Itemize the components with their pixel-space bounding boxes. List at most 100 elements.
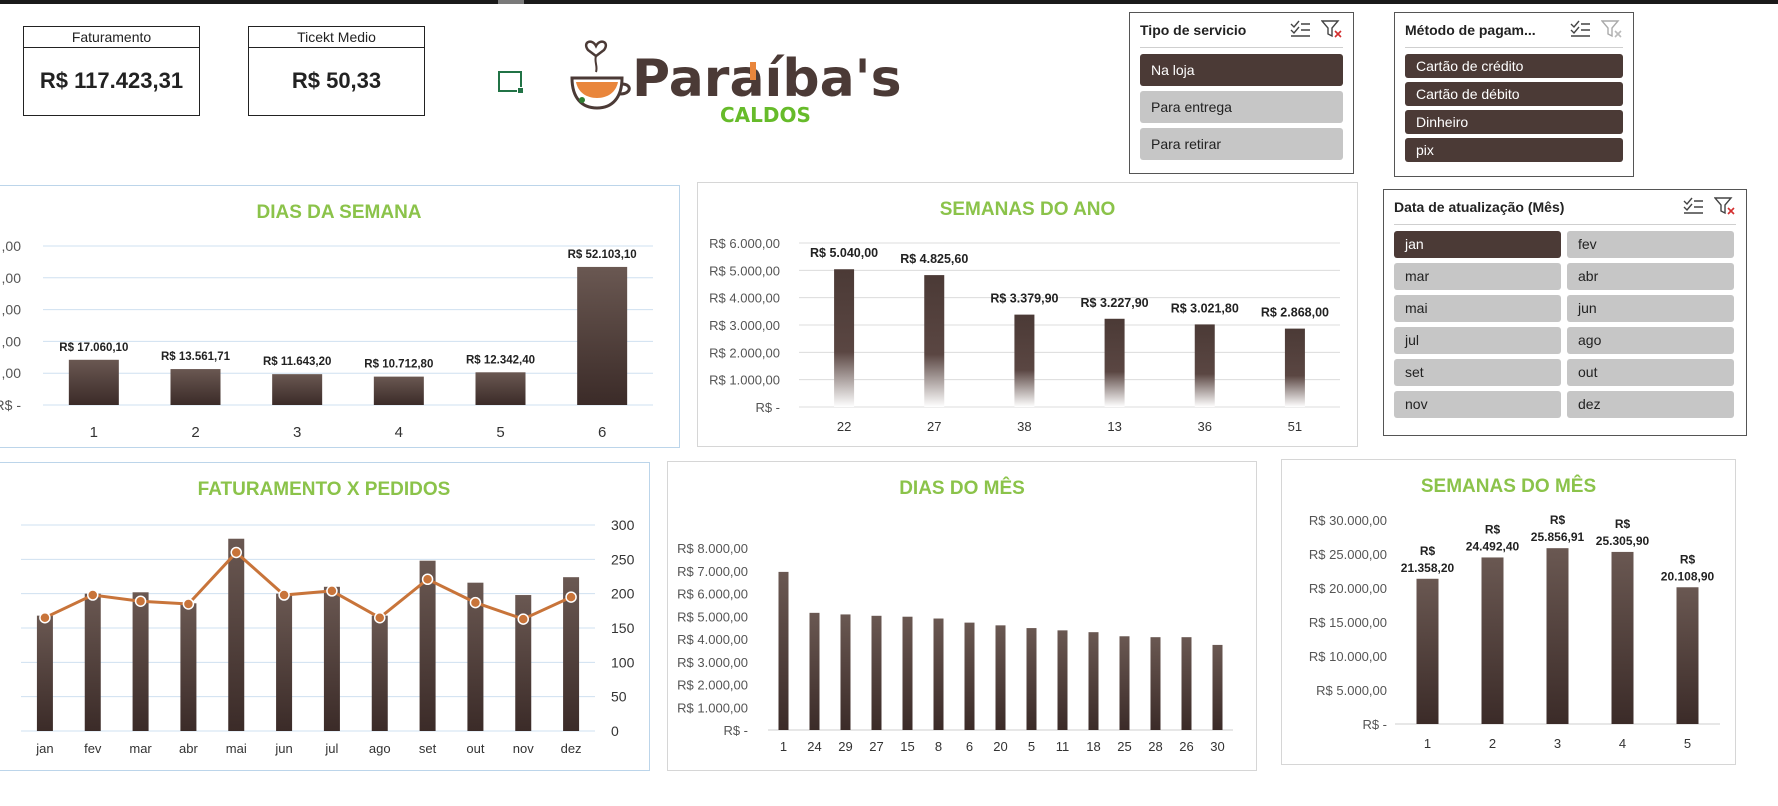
y-tick-label: R$ 8.000,00 bbox=[677, 541, 748, 556]
y2-tick-label: 250 bbox=[611, 551, 635, 567]
y-tick-label: R$ 3.000,00 bbox=[677, 655, 748, 670]
y-tick-label: R$ 3.000,00 bbox=[709, 318, 780, 333]
slicer-item[interactable]: Para entrega bbox=[1140, 91, 1343, 123]
slicer-item-label: Na loja bbox=[1151, 62, 1195, 78]
clear-filter-icon[interactable] bbox=[1321, 19, 1343, 39]
logo-text: Paraíba's bbox=[632, 49, 902, 109]
y-tick-label: R$ - bbox=[0, 397, 21, 413]
y-tick-label: R$ - bbox=[1362, 717, 1387, 732]
slicer-item-label: fev bbox=[1578, 236, 1597, 252]
orders-point bbox=[182, 598, 195, 610]
soup-bowl-heart-icon: Paraíba's CALDOS bbox=[570, 40, 902, 127]
slicer-item[interactable]: Na loja bbox=[1140, 54, 1343, 86]
slicer-item-label: pix bbox=[1416, 142, 1434, 158]
bar bbox=[475, 372, 526, 405]
slicer-item[interactable]: Para retirar bbox=[1140, 128, 1343, 160]
clear-filter-icon[interactable] bbox=[1601, 19, 1623, 39]
x-tick-label: 1 bbox=[1424, 736, 1431, 751]
slicer-header: Tipo de servicio bbox=[1140, 13, 1343, 48]
slicer-item[interactable]: pix bbox=[1405, 138, 1623, 162]
x-tick-label: 3 bbox=[293, 424, 301, 441]
x-tick-label: jan bbox=[35, 741, 53, 756]
multi-select-icon[interactable] bbox=[1289, 19, 1311, 39]
slicer-item-label: out bbox=[1578, 364, 1598, 380]
kpi-faturamento[interactable]: Faturamento R$ 117.423,31 bbox=[23, 26, 200, 116]
slicer-item-month[interactable]: mai bbox=[1394, 295, 1561, 322]
y-tick-label: R$ 30.000,00 bbox=[1309, 513, 1387, 528]
y-tick-label: R$ 4.000,00 bbox=[709, 291, 780, 306]
slicer-item-month[interactable]: ago bbox=[1567, 327, 1734, 354]
bar bbox=[924, 275, 945, 407]
slicer-item[interactable]: Cartão de débito bbox=[1405, 82, 1623, 106]
multi-select-icon[interactable] bbox=[1569, 19, 1591, 39]
orders-point bbox=[374, 611, 386, 624]
bar bbox=[933, 618, 944, 730]
data-label: R$ 4.825,60 bbox=[900, 252, 968, 266]
x-tick-label: nov bbox=[513, 741, 534, 756]
bar bbox=[84, 593, 101, 731]
x-tick-label: 27 bbox=[927, 419, 941, 434]
y2-tick-label: 300 bbox=[611, 517, 635, 533]
slicer-item[interactable]: Cartão de crédito bbox=[1405, 54, 1623, 78]
data-label: 25.856,91 bbox=[1531, 530, 1585, 544]
bar bbox=[1194, 324, 1215, 407]
panel-faturamento-pedidos: FATURAMENTO X PEDIDOS 300 250 200 150 100 50 0… bbox=[0, 462, 650, 771]
bar bbox=[834, 269, 855, 407]
bar bbox=[228, 538, 245, 731]
x-tick-label: ago bbox=[369, 741, 391, 756]
slicer-item-label: ago bbox=[1578, 332, 1602, 348]
multi-select-icon[interactable] bbox=[1682, 196, 1704, 216]
y-tick-label: R$ 10.000,00 bbox=[1309, 649, 1387, 664]
slicer-item-label: mar bbox=[1405, 268, 1430, 284]
slicer-item-month[interactable]: out bbox=[1567, 359, 1734, 386]
slicer-item-label: Para retirar bbox=[1151, 136, 1222, 152]
orders-point bbox=[134, 595, 147, 607]
bar bbox=[995, 625, 1006, 730]
bar bbox=[419, 560, 436, 731]
data-label: R$ 52.103,10 bbox=[568, 249, 637, 261]
slicer-title: Método de pagam... bbox=[1405, 22, 1536, 38]
slicer-item-month[interactable]: abr bbox=[1567, 263, 1734, 290]
slicer-item-month[interactable]: jul bbox=[1394, 327, 1561, 354]
data-label: 21.358,20 bbox=[1401, 561, 1455, 575]
slicer-item[interactable]: Dinheiro bbox=[1405, 110, 1623, 134]
slicer-item-month[interactable]: set bbox=[1394, 359, 1561, 386]
bar bbox=[1611, 551, 1634, 724]
data-label: R$ 17.060,10 bbox=[59, 342, 128, 354]
y2-tick-label: 50 bbox=[611, 689, 627, 705]
slicer-item-month[interactable]: jan bbox=[1394, 231, 1561, 258]
slicer-item-month[interactable]: mar bbox=[1394, 263, 1561, 290]
x-tick-label: 5 bbox=[1684, 736, 1691, 751]
data-label: R$ 3.379,90 bbox=[990, 292, 1058, 306]
orders-point bbox=[278, 589, 290, 601]
selected-cell[interactable] bbox=[498, 71, 524, 94]
data-label: R$ 3.021,80 bbox=[1171, 301, 1239, 315]
x-tick-label: 1 bbox=[90, 424, 98, 441]
kpi-ticket-medio[interactable]: Ticekt Medio R$ 50,33 bbox=[248, 26, 425, 116]
data-label: R$ 2.868,00 bbox=[1261, 306, 1329, 320]
slicer-metodo-pagamento[interactable]: Método de pagam... Cartão de crédito Car… bbox=[1394, 12, 1634, 177]
slicer-item-month[interactable]: fev bbox=[1567, 231, 1734, 258]
slicer-item-month[interactable]: jun bbox=[1567, 295, 1734, 322]
slicer-item-label: Cartão de débito bbox=[1416, 86, 1520, 102]
y-tick-label: R$ 7.000,00 bbox=[677, 564, 748, 579]
slicer-item-label: Para entrega bbox=[1151, 99, 1232, 115]
slicer-data-atualizacao[interactable]: Data de atualização (Mês) jan fev mar abr ma… bbox=[1383, 189, 1747, 436]
panel-dias-semana: DIAS DA SEMANA ,00 ,00 ,00 ,00 ,00 R$ - 1 R$ 17… bbox=[0, 185, 680, 448]
slicer-item-label: set bbox=[1405, 364, 1424, 380]
data-label: 20.108,90 bbox=[1661, 569, 1715, 583]
slicer-tipo-servico[interactable]: Tipo de servicio Na loja Para entrega Pa… bbox=[1129, 12, 1354, 174]
bar bbox=[1088, 632, 1099, 730]
slicer-item-month[interactable]: nov bbox=[1394, 391, 1561, 418]
y-tick-label: R$ - bbox=[755, 400, 780, 415]
slicer-item-month[interactable]: dez bbox=[1567, 391, 1734, 418]
clear-filter-icon[interactable] bbox=[1714, 196, 1736, 216]
bar bbox=[1481, 557, 1504, 724]
bar bbox=[1104, 318, 1125, 407]
x-tick-label: 2 bbox=[1489, 736, 1496, 751]
bar bbox=[371, 615, 388, 731]
kpi-faturamento-value: R$ 117.423,31 bbox=[39, 68, 184, 93]
bar bbox=[563, 577, 580, 731]
kpi-ticket-value: R$ 50,33 bbox=[291, 68, 382, 93]
x-tick-label: 30 bbox=[1210, 739, 1224, 754]
